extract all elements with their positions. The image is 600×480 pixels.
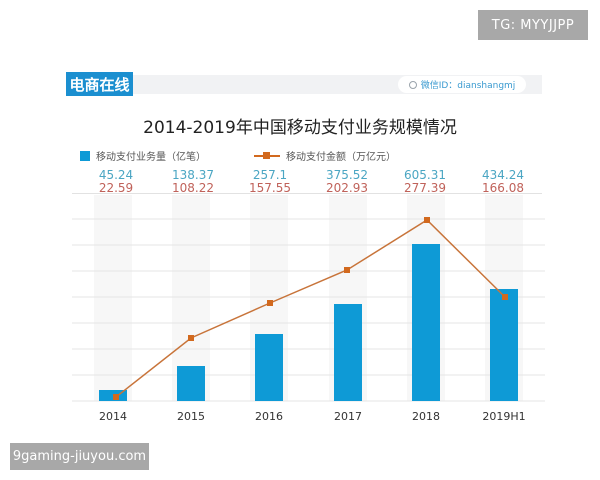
value-amount-2019h1: 166.08 <box>482 181 524 195</box>
value-count-2015: 138.37 <box>172 168 214 182</box>
brand-logo: 电商在线 <box>66 72 133 96</box>
bar-swatch-icon <box>80 150 90 161</box>
bar-2016 <box>255 334 283 401</box>
bar-2017 <box>334 304 362 401</box>
bar-2018 <box>412 244 440 401</box>
value-count-2018: 605.31 <box>404 168 446 182</box>
value-count-2019h1: 434.24 <box>482 168 524 182</box>
value-amount-2014: 22.59 <box>98 181 134 195</box>
marker-2017 <box>344 267 350 273</box>
marker-2015 <box>188 335 194 341</box>
column-shading <box>94 195 523 401</box>
value-count-2014: 45.24 <box>98 168 134 182</box>
value-amount-2015: 108.22 <box>172 181 214 195</box>
legend-label-volume: 移动支付业务量（亿笔） <box>96 152 206 163</box>
value-count-2016: 257.1 <box>252 168 288 182</box>
marker-2016 <box>267 300 273 306</box>
value-count-2017: 375.52 <box>326 168 368 182</box>
wechat-id-text: 微信ID：dianshangmj <box>420 81 516 91</box>
gridlines <box>72 218 545 402</box>
x-tick-2017: 2017 <box>334 410 362 423</box>
legend-label-amount: 移动支付金额（万亿元） <box>286 152 396 163</box>
legend-item-volume: 移动支付业务量（亿笔） <box>80 148 206 163</box>
line-marker-swatch-icon <box>254 151 280 161</box>
x-tick-2016: 2016 <box>255 410 283 423</box>
value-table-divider <box>72 193 542 194</box>
search-icon <box>408 80 417 89</box>
x-tick-2015: 2015 <box>177 410 205 423</box>
x-tick-2014: 2014 <box>99 410 127 423</box>
x-tick-2019h1: 2019H1 <box>482 410 526 423</box>
value-amount-2018: 277.39 <box>404 181 446 195</box>
marker-2014 <box>113 394 119 400</box>
value-amount-2016: 157.55 <box>249 181 291 195</box>
watermark-telegram: TG: MYYJJPP <box>478 10 588 40</box>
watermark-site: 9gaming-jiuyou.com <box>10 443 149 470</box>
wechat-id-box: 微信ID：dianshangmj <box>398 76 526 93</box>
legend-item-amount: 移动支付金额（万亿元） <box>254 148 396 163</box>
chart-title: 2014-2019年中国移动支付业务规模情况 <box>143 118 457 138</box>
marker-2019h1 <box>502 294 508 300</box>
bar-2019h1 <box>490 289 518 401</box>
bar-2015 <box>177 366 205 401</box>
value-amount-2017: 202.93 <box>326 181 368 195</box>
line-series-amount <box>113 217 508 400</box>
x-tick-2018: 2018 <box>412 410 440 423</box>
marker-2018 <box>424 217 430 223</box>
